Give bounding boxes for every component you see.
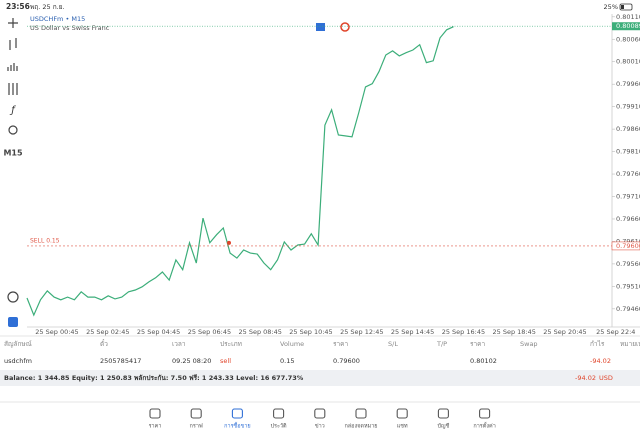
nav-label[interactable]: บัญชี (437, 423, 449, 430)
timeframe[interactable]: M15 (3, 149, 23, 158)
x-tick-label: 25 Sep 12:45 (340, 328, 383, 336)
x-tick-label: 25 Sep 02:45 (86, 328, 129, 336)
chart-description: US Dollar vs Swiss Franc (30, 24, 110, 32)
nav-icon[interactable] (149, 408, 161, 419)
sell-price-label: 0.79600 (616, 242, 640, 250)
account-currency: USD (599, 374, 613, 382)
y-tick-label: 0.79460 (616, 305, 640, 313)
column-header: Volume (280, 340, 304, 348)
account-profit: -94.02 (575, 374, 596, 382)
sell-price-box (611, 241, 640, 251)
trade-marker (227, 240, 231, 245)
position-cell: usdchfm (4, 357, 32, 365)
position-cell: 0.79600 (333, 357, 360, 365)
nav-label[interactable]: ราคา (149, 424, 162, 430)
chart-type-tool[interactable] (9, 38, 17, 50)
x-tick-label: 25 Sep 22:4 (596, 328, 635, 336)
zoom-tool[interactable] (7, 291, 19, 303)
column-header: ราคา (470, 340, 485, 348)
status-battery: 25% (604, 3, 618, 11)
column-header: กำไร (590, 340, 605, 348)
sell-button[interactable] (340, 22, 350, 32)
nav-icon[interactable] (231, 408, 243, 419)
column-header: Swap (520, 340, 538, 348)
x-tick-label: 25 Sep 16:45 (442, 328, 485, 336)
battery-level (621, 5, 624, 9)
nav-label[interactable]: แชท (397, 423, 408, 430)
objects-tool[interactable] (8, 125, 18, 135)
nav-icon[interactable] (479, 408, 491, 419)
nav-label[interactable]: ข่าว (315, 424, 325, 430)
x-tick-label: 25 Sep 06:45 (188, 328, 231, 336)
x-tick-label: 25 Sep 08:45 (239, 328, 282, 336)
position-cell: 09.25 08:20 (172, 357, 211, 365)
bars-tool[interactable] (7, 63, 18, 71)
x-tick-label: 25 Sep 00:45 (35, 328, 78, 336)
current-price-box (612, 22, 640, 31)
function-tool[interactable]: ƒ (9, 105, 16, 116)
nav-label[interactable]: การตั้งค่า (473, 422, 495, 430)
account-summary: Balance: 1 344.85 Equity: 1 250.83 พลักป… (4, 374, 304, 382)
position-cell: 0.15 (280, 357, 294, 365)
x-tick-label: 25 Sep 04:45 (137, 328, 180, 336)
nav-icon[interactable] (437, 408, 449, 419)
position-cell: sell (220, 357, 231, 365)
nav-label[interactable]: กล่องจดหมาย (344, 424, 377, 430)
balance-bar (0, 370, 640, 386)
x-tick-label: 25 Sep 18:45 (493, 328, 536, 336)
indicators-tool[interactable] (8, 83, 18, 95)
current-price-label: 0.80089 (616, 22, 640, 30)
nav-label[interactable]: การซื้อขาย (224, 422, 250, 430)
x-tick-label: 25 Sep 14:45 (391, 328, 434, 336)
x-tick-label: 25 Sep 10:45 (289, 328, 332, 336)
column-header: ประเภท (220, 340, 242, 348)
column-header: สัญลักษณ์ (4, 340, 32, 348)
column-header: เวลา (172, 340, 186, 348)
x-tick-label: 25 Sep 20:45 (543, 328, 586, 336)
left-toolbar: ƒ M15 (3, 18, 23, 327)
nav-icon[interactable] (355, 408, 367, 419)
nav-icon[interactable] (190, 408, 202, 419)
column-header: S/L (388, 340, 398, 348)
trade-tool[interactable] (8, 317, 18, 327)
column-header: ตั๋ว (100, 339, 108, 348)
chart-symbol: USDCHFm • M15 (30, 15, 85, 23)
nav-icon[interactable] (314, 408, 326, 419)
sell-label: SELL 0.15 (30, 237, 60, 244)
status-date: พฤ. 25 ก.ย. (30, 3, 65, 11)
position-cell: -94.02 (590, 357, 611, 365)
buy-button[interactable] (316, 23, 325, 31)
column-header: ราคา (333, 340, 348, 348)
price-line (26, 26, 454, 317)
nav-icon[interactable] (273, 408, 285, 419)
position-cell: 0.80102 (470, 357, 497, 365)
nav-icon[interactable] (396, 408, 408, 419)
crosshair-tool[interactable] (8, 18, 18, 28)
nav-label[interactable]: ประวัติ (271, 423, 287, 430)
position-cell: 2505785417 (100, 357, 141, 365)
nav-label[interactable]: กราฟ (190, 423, 203, 430)
column-header: หมายเหตุ (620, 340, 640, 348)
column-header: T/P (436, 340, 447, 348)
status-time: 23:56 (6, 2, 30, 11)
battery-icon (619, 3, 633, 11)
